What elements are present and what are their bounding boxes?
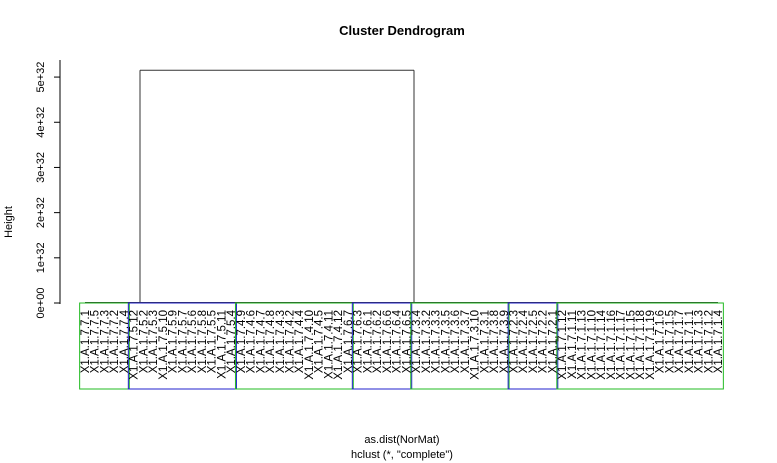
leaf-label: X1.A.1.7.2.2 [538,310,550,373]
y-tick-label: 4e+32 [35,107,47,138]
leaf-label: X1.A.1.7.5.2 [138,310,150,373]
leaf-label: X1.A.1.7.5.7 [177,310,189,373]
leaf-label: X1.A.1.7.1.11 [567,310,579,379]
leaf-label: X1.A.1.7.3.5 [440,310,452,373]
leaf-label: X1.A.1.7.1.17 [616,310,628,380]
leaf-label: X1.A.1.7.3.7 [460,310,472,373]
leaf-label: X1.A.1.7.6.3 [353,310,365,373]
leaf-label: X1.A.1.7.5.3 [148,310,160,373]
leaf-label: X1.A.1.7.1.10 [586,310,598,380]
leaf-label: X1.A.1.7.1.13 [577,310,589,380]
leaf-label: X1.A.1.7.6.4 [392,309,404,373]
leaf-label: X1.A.1.7.3.6 [450,310,462,373]
leaf-label: X1.A.1.7.4.2 [285,310,297,373]
leaf-label: X1.A.1.7.5.4 [226,309,238,373]
leaf-label: X1.A.1.7.3.10 [470,310,482,380]
leaf-label: X1.A.1.7.1.14 [596,309,608,379]
leaf-label: X1.A.1.7.6.2 [372,310,384,373]
leaf-label: X1.A.1.7.4.4 [294,309,306,373]
y-tick-label: 0e+00 [35,288,47,319]
leaf-label: X1.A.1.7.2.5 [528,310,540,373]
leaf-label: X1.A.1.7.5.9 [168,310,180,373]
leaf-label: X1.A.1.7.7.1 [80,310,92,373]
leaf-label: X1.A.1.7.5.12 [129,310,141,380]
leaf-label: X1.A.1.7.1.15 [625,310,637,380]
y-tick-label: 5e+32 [35,62,47,93]
leaf-label: X1.A.1.7.6.6 [382,310,394,373]
leaf-label: X1.A.1.7.1.12 [557,310,569,380]
leaf-label: X1.A.1.7.2.3 [508,310,520,373]
leaf-label: X1.A.1.7.5.5 [207,310,219,373]
cluster-box [351,302,413,390]
leaf-label: X1.A.1.7.5.8 [197,310,209,373]
x-axis-label: as.dist(NorMat) [364,434,439,446]
leaf-label: X1.A.1.7.1.4 [713,309,725,373]
leaf-label: X1.A.1.7.5.6 [187,310,199,373]
leaf-label: X1.A.1.7.4.5 [314,310,326,373]
leaf-label: X1.A.1.7.4.12 [333,310,345,380]
leaf-label: X1.A.1.7.3.1 [479,310,491,373]
leaf-label: X1.A.1.7.3.9 [499,310,511,373]
leaf-label: X1.A.1.7.1.18 [635,310,647,380]
leaf-label: X1.A.1.7.7.2 [109,310,121,373]
leaf-label: X1.A.1.7.7.5 [90,310,102,373]
leaf-label: X1.A.1.7.4.9 [236,310,248,373]
leaf-label: X1.A.1.7.1.1 [684,310,696,373]
cluster-box [127,302,237,390]
chart-title: Cluster Dendrogram [339,23,465,38]
cluster-boxes [79,302,724,390]
y-tick-label: 1e+32 [35,242,47,273]
leaf-label: X1.A.1.7.1.5 [664,310,676,373]
leaf-label: X1.A.1.7.4.11 [323,310,335,379]
leaf-label: X1.A.1.7.1.16 [606,310,618,380]
leaf-label: X1.A.1.7.1.19 [645,310,657,380]
leaf-label: X1.A.1.7.7.3 [99,310,111,373]
leaf-label: X1.A.1.7.4.8 [265,310,277,373]
cluster-box [507,302,559,390]
cluster-box [556,302,724,390]
leaf-label: X1.A.1.7.6.1 [362,310,374,373]
leaf-label: X1.A.1.7.2.1 [547,310,559,373]
leaf-label: X1.A.1.7.3.8 [489,310,501,373]
cluster-box [410,302,510,390]
leaf-label: X1.A.1.7.4.10 [304,310,316,380]
leaf-label: X1.A.1.7.6.5 [401,310,413,373]
y-tick-label: 3e+32 [35,152,47,183]
leaf-label: X1.A.1.7.7.4 [119,309,131,373]
leaf-labels: X1.A.1.7.7.1X1.A.1.7.7.5X1.A.1.7.7.3X1.A… [80,309,725,379]
leaf-label: X1.A.1.7.6.7 [343,310,355,373]
leaf-label: X1.A.1.7.5.11 [216,310,228,379]
y-axis-label: Height [3,206,15,238]
dendrogram-branches [85,69,718,303]
leaf-label: X1.A.1.7.1.7 [674,310,686,373]
leaf-label: X1.A.1.7.1.2 [703,310,715,373]
y-tick-label: 2e+32 [35,197,47,228]
y-axis-ticks: 0e+00 1e+32 2e+32 3e+32 4e+32 5e+32 [35,62,60,319]
leaf-label: X1.A.1.7.4.3 [275,310,287,373]
leaf-label: X1.A.1.7.1.3 [694,310,706,373]
leaf-label: X1.A.1.7.3.2 [421,310,433,373]
leaf-label: X1.A.1.7.1.6 [655,310,667,373]
x-axis-subtitle: hclust (*, "complete") [351,449,453,461]
leaf-label: X1.A.1.7.4.6 [246,310,258,373]
leaf-label: X1.A.1.7.3.4 [411,309,423,373]
leaf-label: X1.A.1.7.3.3 [431,310,443,373]
leaf-label: X1.A.1.7.4.7 [255,310,267,373]
cluster-box [234,302,354,390]
leaf-label: X1.A.1.7.5.10 [158,310,170,380]
cluster-box [79,302,130,390]
leaf-label: X1.A.1.7.2.4 [518,309,530,373]
